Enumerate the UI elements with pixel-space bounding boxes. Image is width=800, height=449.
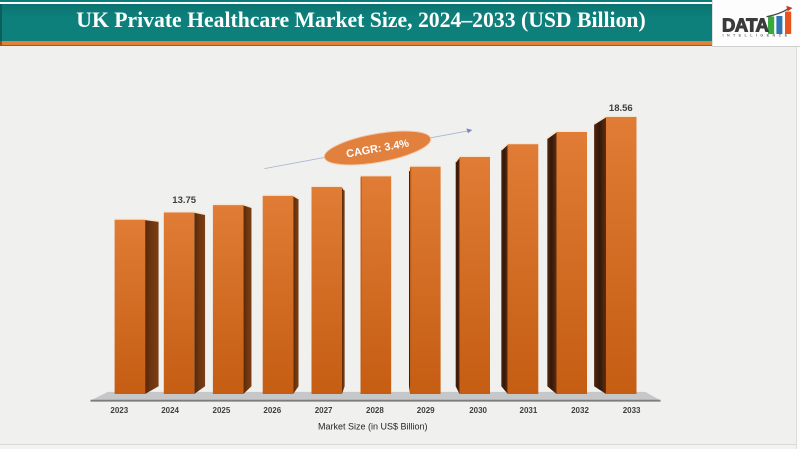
- svg-text:2027: 2027: [315, 406, 333, 415]
- svg-text:Market Size (in US$ Billion): Market Size (in US$ Billion): [318, 422, 428, 432]
- svg-text:2025: 2025: [213, 406, 231, 415]
- svg-text:INTELLIGENCE: INTELLIGENCE: [723, 34, 791, 38]
- svg-text:13.75: 13.75: [172, 195, 196, 206]
- svg-text:2029: 2029: [417, 406, 435, 415]
- svg-text:2024: 2024: [161, 406, 179, 415]
- svg-text:2030: 2030: [469, 406, 487, 415]
- svg-text:2032: 2032: [571, 406, 589, 415]
- svg-text:2028: 2028: [366, 406, 384, 415]
- svg-text:2026: 2026: [263, 406, 281, 415]
- svg-text:18.56: 18.56: [609, 103, 633, 114]
- svg-text:2033: 2033: [623, 406, 641, 415]
- svg-text:2023: 2023: [110, 406, 128, 415]
- svg-text:2031: 2031: [520, 406, 538, 415]
- svg-text:DATA: DATA: [722, 15, 768, 36]
